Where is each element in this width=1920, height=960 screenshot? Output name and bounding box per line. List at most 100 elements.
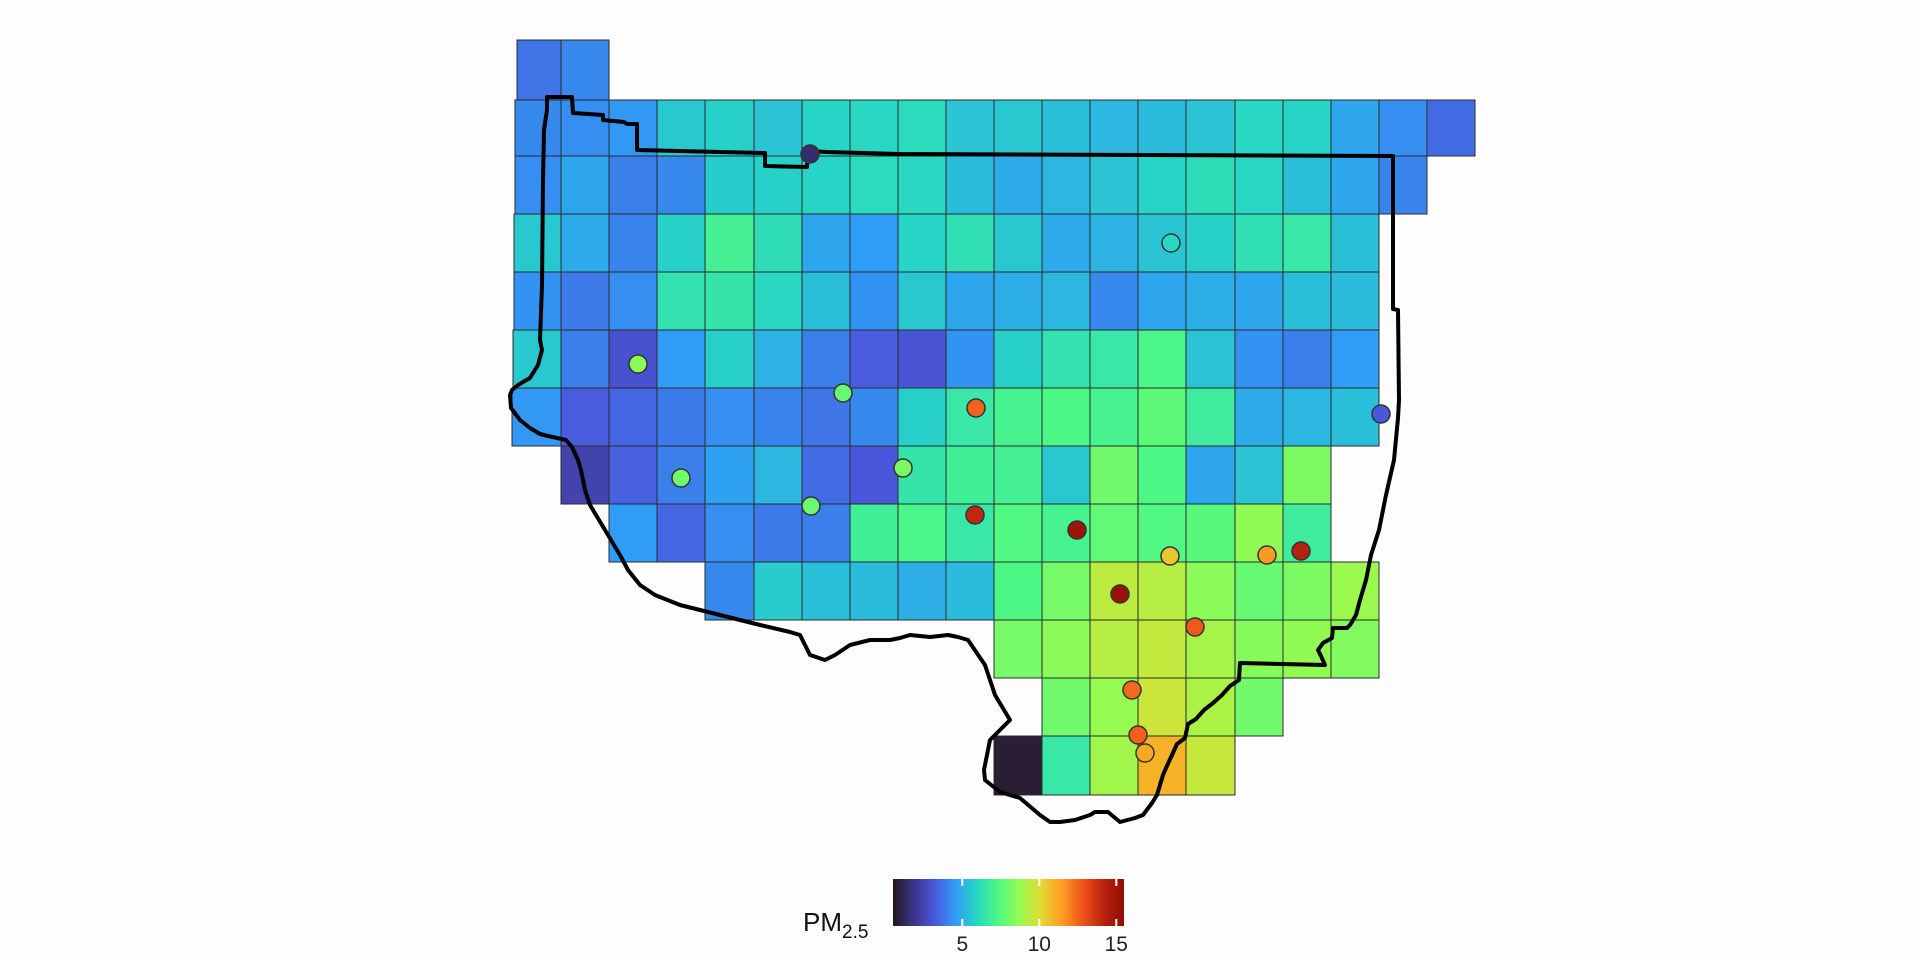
grid-cell bbox=[704, 445, 755, 505]
grid-cell bbox=[608, 213, 658, 273]
grid-cell bbox=[513, 271, 562, 331]
grid-cell bbox=[993, 735, 1043, 796]
grid-cell bbox=[1089, 387, 1139, 447]
grid-cell bbox=[560, 39, 610, 101]
grid-cell bbox=[849, 155, 899, 215]
monitor-site-marker bbox=[1161, 233, 1181, 253]
grid-cell bbox=[1234, 561, 1284, 621]
grid-cell bbox=[656, 271, 706, 331]
grid-cell bbox=[608, 387, 658, 447]
grid-cell bbox=[1089, 503, 1139, 563]
grid-cell bbox=[1041, 735, 1091, 796]
legend-tick-label: 5 bbox=[956, 933, 968, 956]
grid-cell bbox=[1234, 445, 1284, 505]
grid-cell bbox=[753, 387, 803, 447]
grid-cell bbox=[560, 213, 610, 273]
monitor-site-marker bbox=[1122, 680, 1142, 700]
grid-cell bbox=[1041, 271, 1091, 331]
grid-cell bbox=[1426, 99, 1476, 157]
grid-cell bbox=[849, 445, 899, 505]
grid-cell bbox=[753, 561, 803, 621]
grid-cell bbox=[1089, 271, 1139, 331]
monitor-site-marker bbox=[1160, 546, 1180, 566]
monitor-site-marker bbox=[833, 383, 853, 403]
grid-cell bbox=[897, 99, 947, 157]
legend-title-subscript: 2.5 bbox=[842, 922, 868, 943]
grid-cell bbox=[608, 445, 658, 505]
grid-cell bbox=[1234, 155, 1284, 215]
grid-cell bbox=[1234, 271, 1284, 331]
grid-cell bbox=[1234, 329, 1284, 389]
grid-cell bbox=[945, 329, 995, 389]
grid-cell bbox=[753, 213, 803, 273]
grid-cell bbox=[753, 445, 803, 505]
grid-cell bbox=[656, 155, 706, 215]
grid-cell bbox=[753, 503, 803, 563]
grid-cell bbox=[1234, 619, 1284, 679]
grid-cell bbox=[1282, 387, 1332, 447]
monitor-site-marker bbox=[1371, 404, 1391, 424]
grid-cell bbox=[897, 329, 947, 389]
grid-cell bbox=[1185, 561, 1236, 621]
grid-cell bbox=[1282, 329, 1332, 389]
grid-cell bbox=[945, 387, 995, 447]
monitor-site-marker bbox=[1135, 743, 1155, 763]
monitor-site-marker bbox=[671, 468, 691, 488]
grid-cell bbox=[608, 271, 658, 331]
grid-cell bbox=[1282, 99, 1332, 157]
monitor-site-marker bbox=[966, 398, 986, 418]
grid-cell bbox=[704, 271, 755, 331]
grid-cell bbox=[1330, 387, 1380, 447]
legend-title-main: PM bbox=[803, 907, 842, 937]
legend-tick-label: 10 bbox=[1028, 933, 1051, 956]
monitor-site-marker bbox=[1257, 545, 1277, 565]
grid-cell bbox=[993, 99, 1043, 157]
grid-cell bbox=[945, 445, 995, 505]
grid-cell bbox=[945, 155, 995, 215]
grid-cell bbox=[704, 155, 755, 215]
grid-cell bbox=[753, 329, 803, 389]
grid-cell bbox=[1137, 677, 1187, 737]
grid-cell bbox=[560, 271, 610, 331]
grid-cell bbox=[704, 387, 755, 447]
grid-cell bbox=[1185, 99, 1236, 157]
grid-cell bbox=[993, 445, 1043, 505]
grid-cell bbox=[1041, 619, 1091, 679]
grid-cell bbox=[1330, 213, 1380, 273]
grid-cell bbox=[1041, 99, 1091, 157]
grid-cell bbox=[801, 561, 851, 621]
grid-cell bbox=[656, 329, 706, 389]
grid-cell bbox=[1137, 155, 1187, 215]
grid-cell bbox=[608, 99, 658, 157]
grid-cell bbox=[1282, 213, 1332, 273]
grid-cell bbox=[801, 271, 851, 331]
grid-cell bbox=[753, 271, 803, 331]
grid-cell bbox=[897, 503, 947, 563]
grid-cell bbox=[1041, 155, 1091, 215]
grid-cell bbox=[1089, 213, 1139, 273]
monitor-site-marker bbox=[800, 144, 820, 164]
grid-cell bbox=[897, 387, 947, 447]
grid-cell bbox=[1089, 735, 1139, 796]
grid-cell bbox=[945, 561, 995, 621]
grid-cell bbox=[801, 329, 851, 389]
grid-cell bbox=[514, 155, 562, 215]
grid-cell bbox=[1282, 155, 1332, 215]
grid-cell bbox=[512, 329, 562, 389]
grid-cell bbox=[1137, 387, 1187, 447]
grid-cell bbox=[993, 271, 1043, 331]
grid-cell bbox=[513, 213, 562, 273]
grid-cell bbox=[1185, 445, 1236, 505]
grid-cell bbox=[1041, 387, 1091, 447]
grid-cell bbox=[993, 561, 1043, 621]
grid-cell bbox=[1282, 445, 1332, 505]
grid-cell bbox=[993, 329, 1043, 389]
grid-cell bbox=[560, 155, 610, 215]
grid-cell bbox=[1282, 619, 1332, 679]
grid-cell bbox=[608, 503, 658, 563]
grid-cell bbox=[897, 561, 947, 621]
grid-cell bbox=[704, 503, 755, 563]
grid-cell bbox=[849, 561, 899, 621]
grid-cell bbox=[1185, 271, 1236, 331]
grid-cell bbox=[704, 99, 755, 157]
